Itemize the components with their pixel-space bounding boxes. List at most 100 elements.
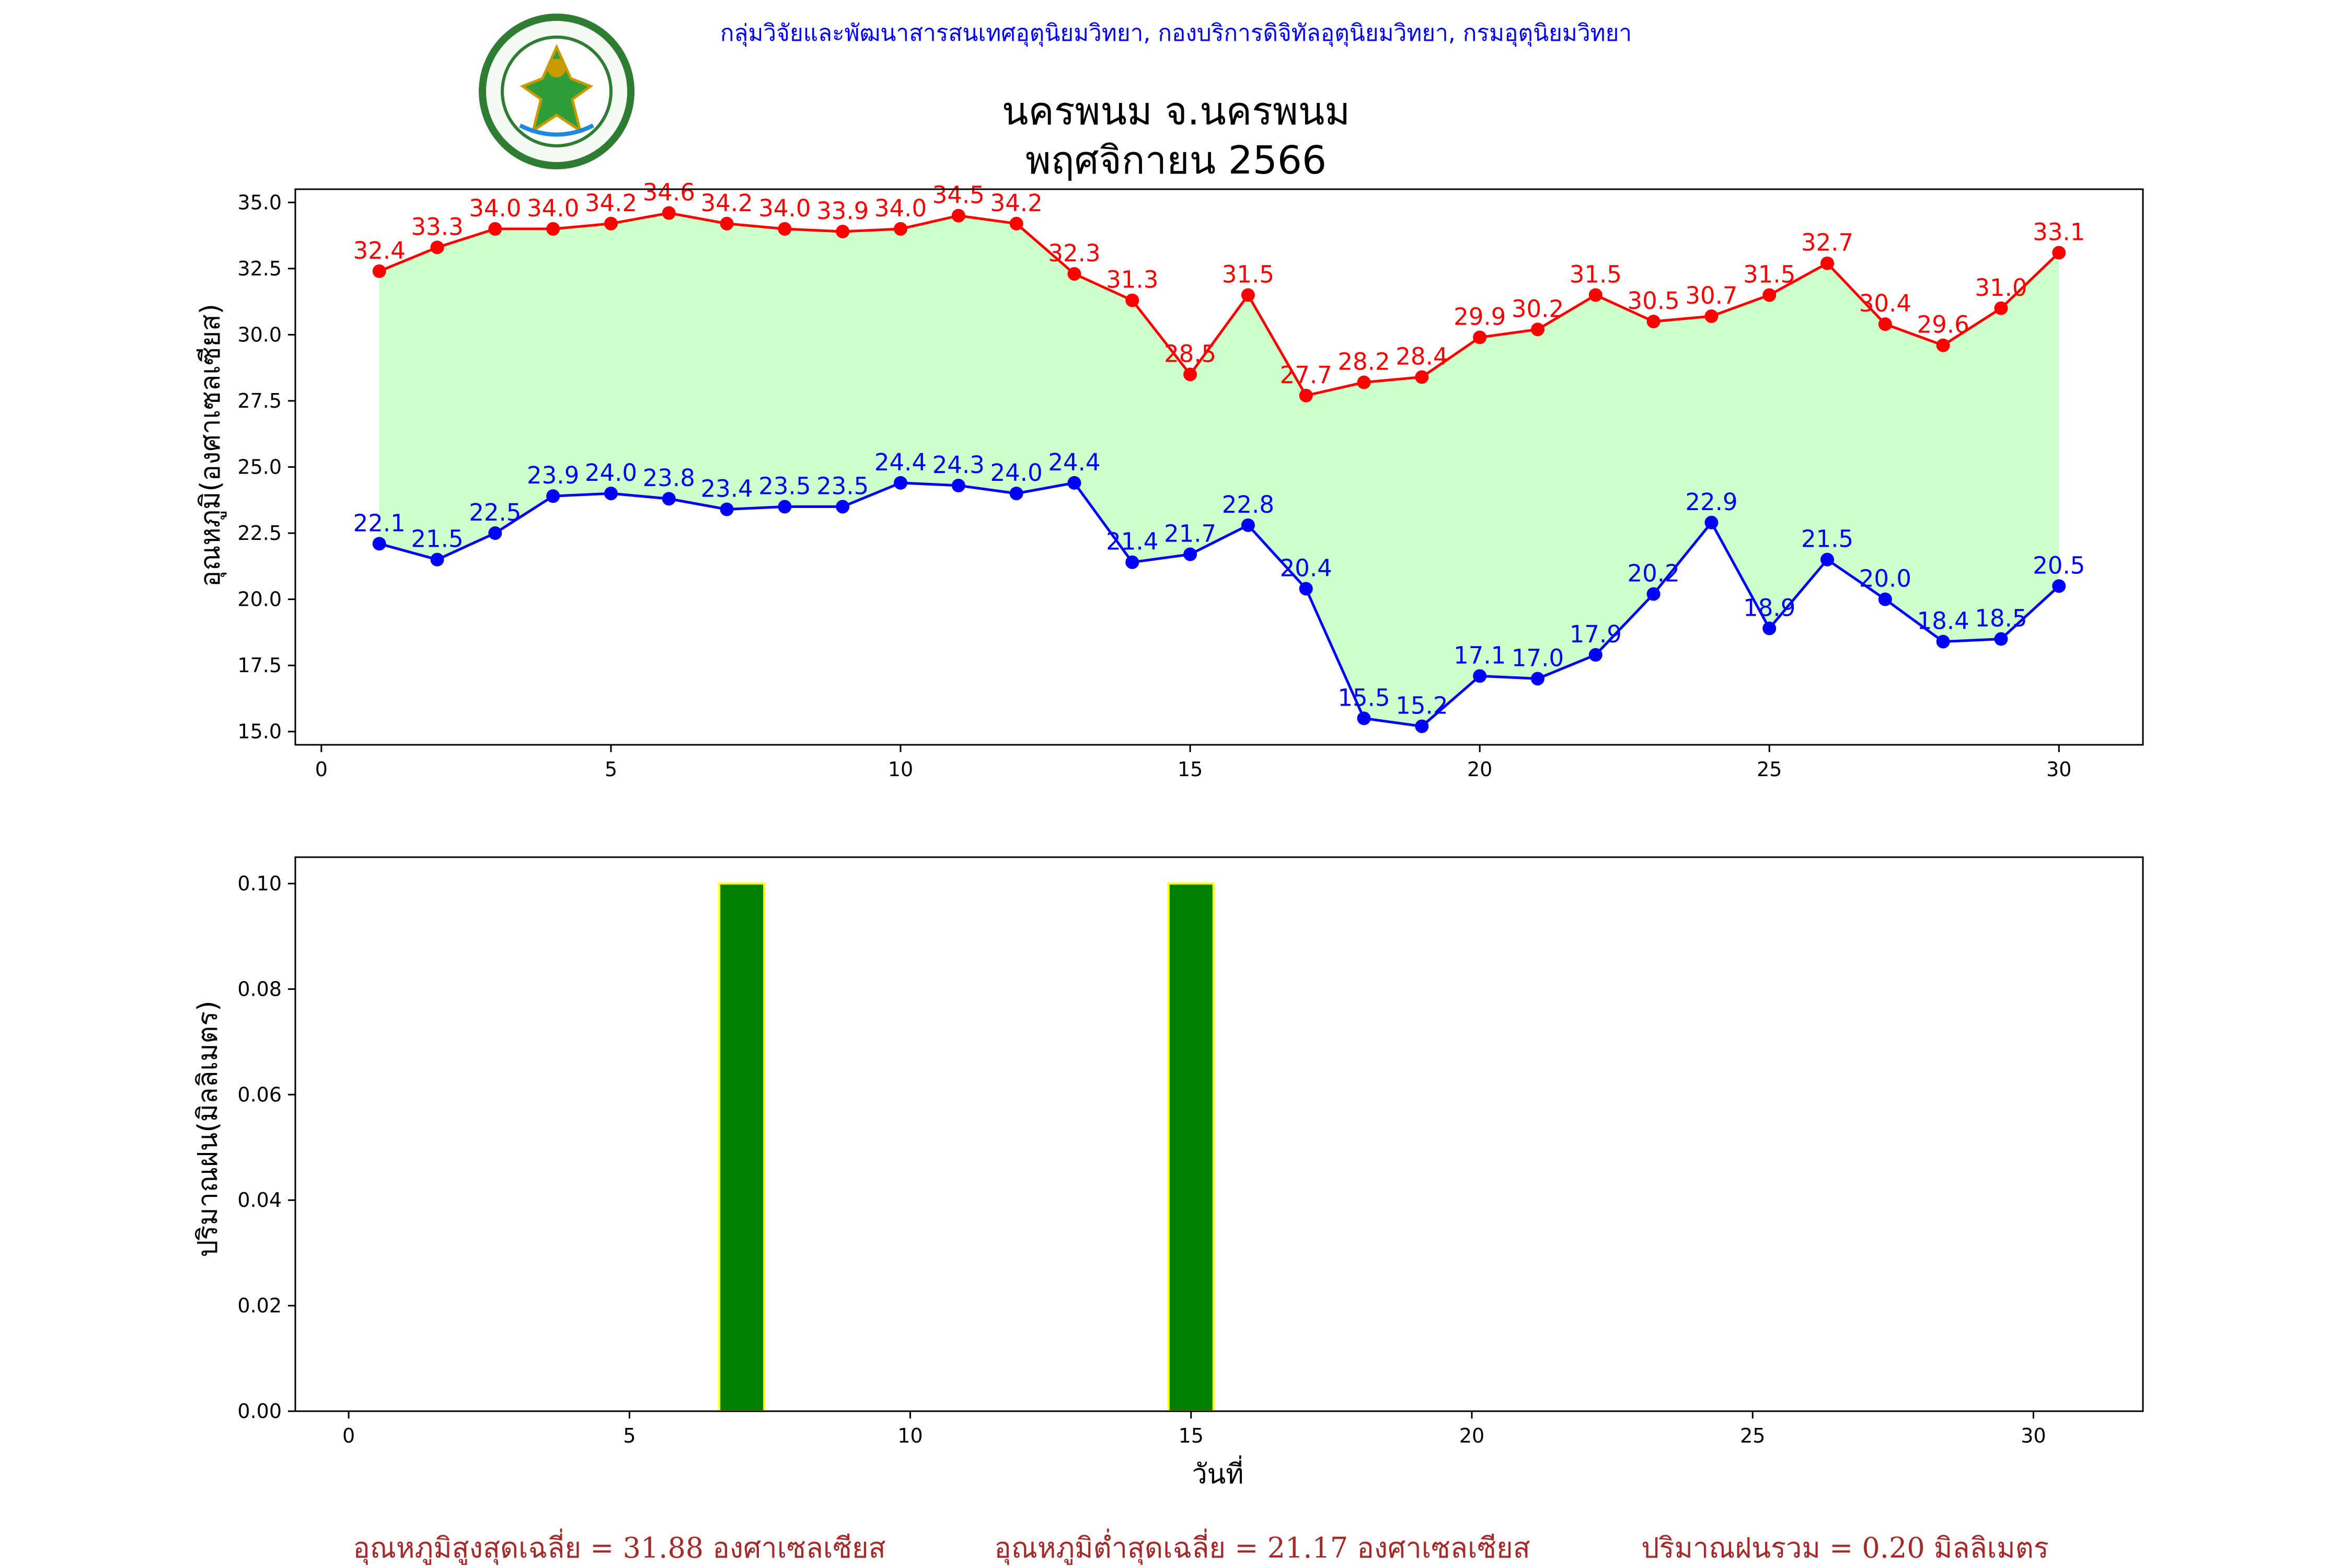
min-temperature-data-label: 21.5 bbox=[411, 525, 463, 553]
temperature-y-tick-label: 17.5 bbox=[237, 654, 282, 677]
min-temperature-point bbox=[1646, 587, 1661, 601]
max-temperature-point bbox=[1299, 388, 1313, 402]
min-temperature-data-label: 22.1 bbox=[353, 509, 406, 537]
min-temperature-data-label: 24.3 bbox=[932, 451, 985, 479]
min-temperature-data-label: 21.4 bbox=[1106, 528, 1158, 556]
min-temperature-point bbox=[894, 476, 908, 490]
min-temperature-point bbox=[604, 487, 618, 501]
temperature-y-tick-label: 32.5 bbox=[237, 257, 282, 280]
rainfall-y-tick-label: 0.10 bbox=[237, 872, 282, 895]
min-temperature-point bbox=[1936, 635, 1950, 649]
rainfall-x-tick-label: 5 bbox=[623, 1424, 636, 1447]
max-temperature-point bbox=[1820, 256, 1835, 270]
min-temperature-point bbox=[1994, 632, 2008, 646]
max-temperature-data-label: 28.5 bbox=[1164, 340, 1216, 367]
min-temperature-data-label: 20.5 bbox=[2033, 551, 2085, 579]
rainfall-x-tick-label: 0 bbox=[342, 1424, 355, 1447]
max-temperature-data-label: 32.3 bbox=[1048, 239, 1100, 267]
min-temperature-point bbox=[1704, 515, 1719, 529]
max-temperature-data-label: 31.5 bbox=[1570, 260, 1622, 288]
min-temperature-data-label: 23.4 bbox=[700, 475, 753, 502]
max-temperature-data-label: 34.5 bbox=[932, 181, 985, 209]
min-temperature-data-label: 24.0 bbox=[990, 459, 1043, 487]
max-temperature-point bbox=[604, 216, 618, 230]
temperature-x-tick-label: 20 bbox=[1467, 758, 1492, 781]
max-temperature-point bbox=[1183, 367, 1197, 382]
rainfall-bar bbox=[718, 882, 766, 1412]
min-temperature-point bbox=[1067, 476, 1081, 490]
min-temperature-point bbox=[488, 526, 502, 540]
min-temperature-data-label: 22.8 bbox=[1222, 491, 1274, 518]
max-temperature-data-label: 31.5 bbox=[1222, 260, 1274, 288]
min-temperature-point bbox=[430, 552, 444, 567]
rainfall-y-tick-label: 0.08 bbox=[237, 977, 282, 1000]
day-x-axis-label: วันที่ bbox=[1192, 1455, 1243, 1490]
min-temperature-data-label: 23.9 bbox=[527, 462, 579, 489]
max-temperature-point bbox=[1009, 216, 1023, 230]
chart-title-line-2: พฤศจิกายน 2566 bbox=[1025, 138, 1327, 183]
min-temperature-data-label: 15.2 bbox=[1396, 692, 1448, 720]
max-temperature-point bbox=[1473, 330, 1487, 344]
temperature-y-tick-label: 30.0 bbox=[237, 323, 282, 346]
max-temperature-data-label: 27.7 bbox=[1280, 361, 1332, 389]
max-temperature-point bbox=[1357, 375, 1371, 389]
min-temperature-point bbox=[1762, 621, 1777, 636]
max-temperature-data-label: 34.0 bbox=[469, 194, 521, 222]
max-temperature-point bbox=[1588, 288, 1602, 302]
max-temperature-point bbox=[1878, 317, 1892, 331]
min-temperature-data-label: 23.5 bbox=[758, 472, 811, 500]
max-temperature-point bbox=[488, 222, 502, 236]
rainfall-bar bbox=[1167, 882, 1215, 1412]
rainfall-x-tick-label: 30 bbox=[2021, 1424, 2046, 1447]
max-temperature-data-label: 34.2 bbox=[585, 189, 637, 217]
min-temperature-point bbox=[1415, 719, 1429, 733]
temperature-y-tick-label: 20.0 bbox=[237, 588, 282, 611]
min-temperature-data-label: 20.0 bbox=[1859, 565, 1911, 593]
max-temperature-data-label: 34.0 bbox=[527, 194, 579, 222]
max-temperature-point bbox=[778, 222, 792, 236]
max-temperature-data-label: 34.0 bbox=[758, 194, 811, 222]
rainfall-y-tick-label: 0.00 bbox=[237, 1400, 282, 1423]
temperature-x-tick-label: 10 bbox=[888, 758, 913, 781]
temperature-y-tick-label: 22.5 bbox=[237, 522, 282, 545]
temperature-x-tick-label: 30 bbox=[2046, 758, 2071, 781]
max-temperature-data-label: 29.6 bbox=[1917, 311, 1969, 339]
min-temperature-point bbox=[1473, 669, 1487, 683]
max-temperature-line bbox=[378, 212, 2060, 397]
max-temperature-data-label: 30.2 bbox=[1512, 295, 1564, 322]
min-temperature-point bbox=[1588, 648, 1602, 662]
rainfall-y-axis-label: ปริมาณฝน(มิลลิเมตร) bbox=[192, 1000, 224, 1257]
max-temperature-point bbox=[1994, 301, 2008, 315]
max-temperature-point bbox=[1646, 315, 1661, 329]
min-temperature-data-label: 22.9 bbox=[1685, 488, 1737, 516]
max-temperature-point bbox=[662, 206, 676, 220]
max-temperature-data-label: 29.9 bbox=[1454, 303, 1506, 330]
max-temperature-point bbox=[836, 224, 850, 238]
min-temperature-point bbox=[662, 492, 676, 506]
min-temperature-data-label: 17.9 bbox=[1570, 620, 1622, 648]
min-temperature-data-label: 23.5 bbox=[816, 472, 869, 500]
temperature-y-tick-label: 35.0 bbox=[237, 191, 282, 214]
min-temperature-point bbox=[1299, 582, 1313, 596]
max-temperature-data-label: 34.0 bbox=[874, 194, 927, 222]
min-temperature-point bbox=[372, 537, 386, 551]
min-temperature-data-label: 17.0 bbox=[1512, 644, 1564, 672]
min-temperature-data-label: 23.8 bbox=[643, 464, 695, 492]
min-temperature-point bbox=[1530, 672, 1544, 686]
min-temperature-data-label: 24.4 bbox=[874, 448, 927, 476]
rainfall-x-tick-label: 10 bbox=[897, 1424, 923, 1447]
max-temperature-data-label: 31.0 bbox=[1975, 274, 2027, 302]
min-temperature-data-label: 21.7 bbox=[1164, 520, 1216, 548]
min-temperature-point bbox=[720, 502, 734, 516]
max-temperature-data-label: 31.5 bbox=[1743, 260, 1795, 288]
organization-line: กลุ่มวิจัยและพัฒนาสารสนเทศอุตุนิยมวิทยา,… bbox=[720, 20, 1632, 47]
min-temperature-data-label: 17.1 bbox=[1454, 641, 1506, 669]
max-temperature-point bbox=[1241, 288, 1255, 302]
rainfall-y-tick-label: 0.04 bbox=[237, 1189, 282, 1212]
min-temperature-data-label: 18.9 bbox=[1743, 594, 1795, 621]
meteorological-department-logo bbox=[479, 14, 635, 169]
min-temperature-point bbox=[1125, 555, 1139, 569]
min-temperature-point bbox=[546, 489, 560, 503]
total-rainfall-text: ปริมาณฝนรวม = 0.20 มิลลิเมตร bbox=[1641, 1531, 2049, 1564]
max-temperature-point bbox=[1067, 267, 1081, 281]
